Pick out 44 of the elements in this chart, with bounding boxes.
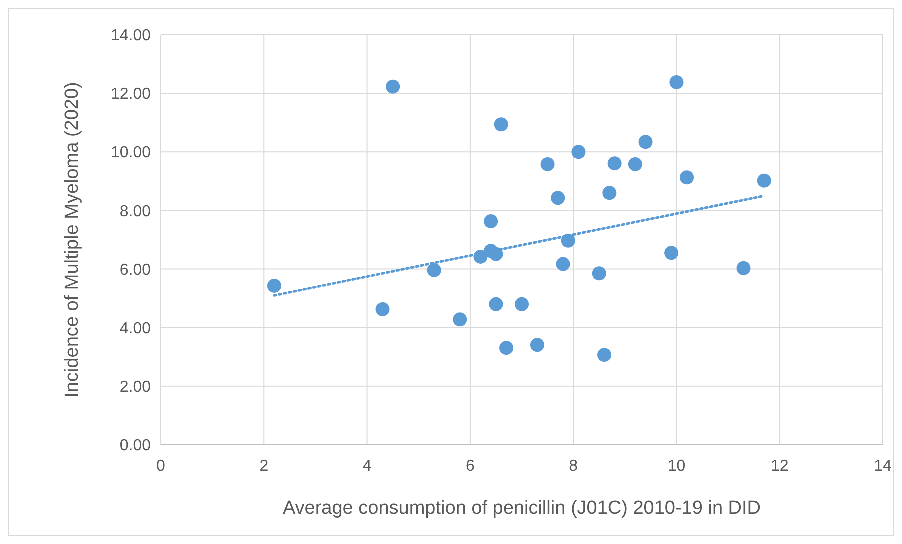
point — [592, 266, 606, 281]
x-tick-label: 10 — [668, 458, 686, 475]
x-tick-label: 4 — [362, 458, 372, 475]
point — [427, 263, 442, 278]
point — [386, 80, 400, 94]
point — [551, 191, 566, 206]
y-tick-label: 8.00 — [120, 203, 152, 220]
x-tick-label: 2 — [260, 458, 269, 475]
x-tick-label: 0 — [156, 458, 166, 475]
y-tick-label: 6.00 — [120, 262, 152, 279]
x-tick-label: 14 — [874, 458, 892, 475]
y-axis-title: Incidence of Multiple Myeloma (2020) — [62, 82, 83, 398]
point — [453, 312, 468, 327]
x-axis-title: Average consumption of penicillin (J01C) 2010-19 in DID — [282, 498, 762, 519]
x-tick-label: 12 — [770, 458, 789, 475]
point — [602, 186, 617, 200]
point — [515, 297, 529, 312]
point — [500, 341, 514, 356]
point — [572, 145, 586, 160]
point — [489, 297, 504, 312]
point — [757, 174, 772, 188]
point — [670, 75, 684, 90]
point — [680, 170, 694, 185]
point — [484, 214, 498, 229]
point — [664, 246, 679, 260]
point — [494, 118, 508, 132]
point — [556, 257, 570, 272]
point — [736, 261, 751, 276]
y-tick-label: 2.00 — [120, 379, 152, 396]
y-tick-label: 14.00 — [110, 28, 152, 45]
y-tick-label: 0.00 — [120, 438, 152, 455]
point — [530, 338, 544, 352]
x-tick-label: 6 — [466, 458, 475, 475]
point — [267, 278, 282, 293]
y-tick-label: 12.00 — [110, 86, 152, 104]
point — [540, 157, 555, 172]
point — [608, 156, 622, 171]
y-tick-label: 10.00 — [110, 144, 152, 162]
point — [638, 135, 653, 150]
point — [376, 302, 390, 316]
y-tick-label: 4.00 — [120, 320, 152, 338]
point — [628, 157, 642, 172]
point — [598, 348, 612, 362]
x-tick-label: 8 — [569, 458, 578, 475]
